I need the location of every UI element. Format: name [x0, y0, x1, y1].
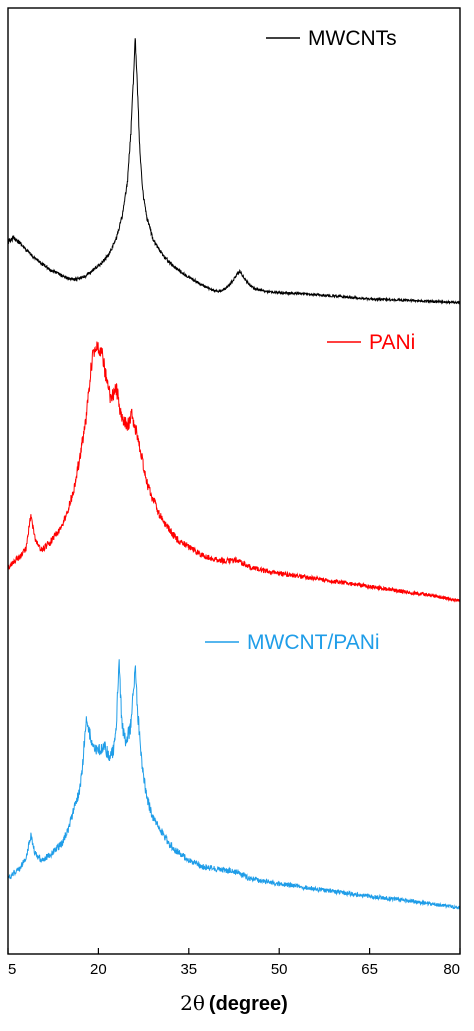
series-line-mwcnt-pani [7, 659, 461, 910]
x-axis-label-unit: (degree) [209, 993, 288, 1015]
series-line-pani [7, 341, 461, 603]
x-tick-label: 50 [271, 961, 288, 978]
legend-label: PANi [369, 331, 415, 354]
x-tick-label: 5 [8, 961, 16, 978]
plot-frame [7, 7, 461, 955]
x-axis: 5 20 35 50 65 80 [7, 948, 461, 978]
x-tick-label: 35 [180, 961, 197, 978]
x-tick-label: 65 [361, 961, 378, 978]
x-tick-label: 80 [443, 961, 460, 978]
x-axis-label-symbol: 2θ [180, 991, 205, 1015]
series-line-mwcnts [7, 38, 461, 305]
legend: MWCNTs PANi MWCNT/PANi [205, 27, 415, 654]
x-tick-label: 20 [90, 961, 107, 978]
traces-layer [7, 38, 461, 910]
legend-label: MWCNT/PANi [247, 631, 380, 654]
x-axis-label: 2θ (degree) [180, 991, 288, 1015]
legend-label: MWCNTs [308, 27, 397, 50]
